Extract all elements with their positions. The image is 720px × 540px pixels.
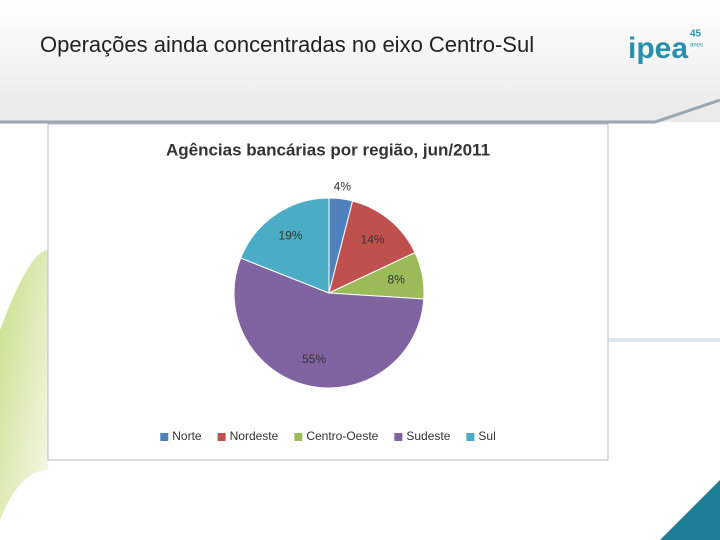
header-line [0, 98, 720, 124]
decor-corner [660, 480, 720, 540]
legend-swatch [294, 433, 303, 441]
slide-title: Operações ainda concentradas no eixo Cen… [40, 32, 535, 57]
data-label: 55% [302, 352, 326, 366]
legend-label: Centro-Oeste [306, 429, 378, 443]
legend-label: Sudeste [406, 429, 450, 443]
legend-label: Sul [478, 429, 495, 443]
legend-label: Nordeste [230, 429, 279, 443]
data-label: 4% [334, 180, 352, 194]
data-label: 8% [388, 272, 406, 286]
pie-slice [233, 257, 425, 389]
pie-slice [240, 197, 330, 294]
legend-swatch [160, 433, 169, 441]
chart-title: Agências bancárias por região, jun/2011 [166, 140, 490, 159]
header-band [0, 0, 720, 122]
legend-swatch [394, 433, 403, 441]
legend-swatch [217, 433, 226, 441]
logo-name: ipea [628, 32, 688, 65]
legend-swatch [466, 433, 475, 441]
data-label: 19% [279, 229, 303, 243]
pie-slice [328, 200, 416, 294]
title-box: Operações ainda concentradas no eixo Cen… [40, 32, 535, 57]
data-label: 14% [361, 232, 385, 246]
decor-line [608, 338, 720, 342]
decor-swoosh [0, 250, 48, 520]
legend-label: Norte [172, 429, 202, 443]
logo-years: 45 [690, 29, 702, 40]
logo-sub: anos [690, 43, 703, 49]
